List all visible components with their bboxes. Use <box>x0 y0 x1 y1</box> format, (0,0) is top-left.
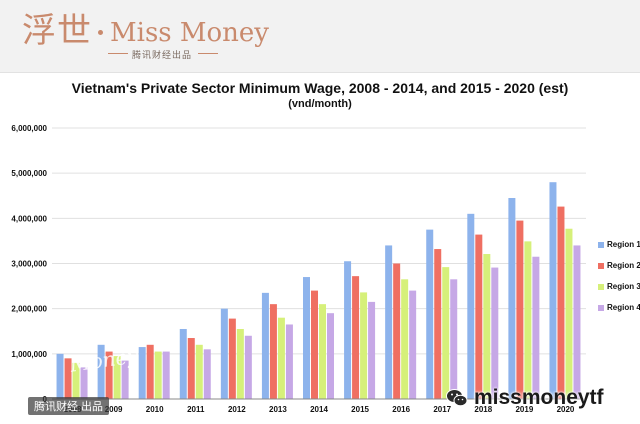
bar-region-2-2018 <box>475 234 483 399</box>
bar-region-2-2017 <box>434 249 442 399</box>
x-tick-label: 2016 <box>392 405 410 414</box>
legend-label: Region 2 <box>607 261 640 270</box>
brand-line-right <box>198 53 218 54</box>
y-tick-label: 6,000,000 <box>11 124 47 133</box>
bar-region-1-2009 <box>97 344 105 399</box>
brand-logo-mark: 浮世 <box>22 11 92 51</box>
bar-region-1-2013 <box>261 292 269 399</box>
legend-item: Region 2 <box>598 255 640 276</box>
bar-region-4-2014 <box>327 313 334 399</box>
brand-dot <box>98 30 103 35</box>
bar-region-2-2014 <box>311 290 318 399</box>
legend-swatch <box>598 241 604 248</box>
x-tick-label: 2009 <box>105 405 123 414</box>
bar-region-3-2013 <box>277 317 285 399</box>
legend-item: Region 3 <box>598 276 640 297</box>
bar-region-2-2012 <box>228 318 236 399</box>
bar-region-3-2019 <box>524 241 532 399</box>
x-tick-label: 2017 <box>433 405 451 414</box>
bar-region-2-2013 <box>269 304 277 399</box>
bar-region-3-2011 <box>195 344 203 399</box>
bar-region-1-2015 <box>344 261 352 399</box>
bar-region-3-2018 <box>483 254 491 399</box>
bar-region-4-2018 <box>491 267 499 399</box>
bar-region-4-2012 <box>244 335 252 399</box>
bar-region-2-2015 <box>352 276 360 399</box>
x-tick-label: 2010 <box>146 405 164 414</box>
brand-header: 浮世 Miss Money 腾讯财经出品 <box>0 0 640 73</box>
bar-region-1-2014 <box>303 277 310 399</box>
chart-bars <box>56 182 581 399</box>
x-tick-label: 2014 <box>310 405 328 414</box>
y-tick-label: 3,000,000 <box>11 260 47 269</box>
bar-region-1-2016 <box>385 245 393 399</box>
bar-region-2-2009 <box>105 351 113 399</box>
bar-region-3-2012 <box>236 328 244 399</box>
chart-legend: Region 1 Region 2 Region 3 Region 4 <box>598 234 640 318</box>
bar-region-3-2009 <box>113 356 121 399</box>
bar-region-3-2016 <box>401 279 409 399</box>
bar-region-1-2017 <box>426 229 434 399</box>
watermark-handle: missmoneytf <box>474 386 604 409</box>
bar-region-1-2011 <box>179 328 187 399</box>
x-tick-label: 2018 <box>474 405 492 414</box>
x-tick-label: 2020 <box>557 405 575 414</box>
chart-title: Vietnam's Private Sector Minimum Wage, 2… <box>71 80 569 96</box>
y-tick-label: 5,000,000 <box>11 169 47 178</box>
bar-region-1-2010 <box>138 347 146 399</box>
bar-region-4-2008 <box>80 367 88 399</box>
bar-region-2-2011 <box>187 338 195 399</box>
bar-region-2-2008 <box>64 358 72 399</box>
bar-region-3-2010 <box>154 351 162 399</box>
y-tick-label: 4,000,000 <box>11 214 47 223</box>
bar-region-1-2020 <box>549 182 557 399</box>
bar-region-4-2013 <box>285 324 293 399</box>
bar-region-4-2020 <box>573 245 581 399</box>
bar-region-3-2015 <box>360 292 368 399</box>
bar-region-4-2017 <box>450 279 458 399</box>
bar-region-2-2016 <box>393 263 401 399</box>
bar-region-4-2011 <box>203 349 211 399</box>
legend-label: Region 1 <box>607 240 640 249</box>
legend-label: Region 3 <box>607 282 640 291</box>
x-tick-label: 2011 <box>187 405 205 414</box>
chart-subtitle: (vnd/month) <box>288 98 352 110</box>
bar-region-3-2014 <box>319 304 326 399</box>
bar-region-3-2008 <box>72 362 80 399</box>
wechat-icon <box>446 389 468 407</box>
bar-region-2-2010 <box>146 344 154 399</box>
legend-swatch <box>598 304 604 311</box>
brand-name: Miss Money <box>110 18 269 48</box>
bar-region-4-2009 <box>121 360 129 399</box>
bar-region-4-2019 <box>532 256 540 399</box>
y-axis-ticks: 01,000,0002,000,0003,000,0004,000,0005,0… <box>11 124 47 404</box>
y-tick-label: 2,000,000 <box>11 305 47 314</box>
x-tick-label: 2019 <box>515 405 533 414</box>
bar-region-1-2012 <box>220 308 228 399</box>
watermark-publisher: 腾讯财经 出品 <box>28 397 110 415</box>
bar-region-2-2020 <box>557 206 565 399</box>
bar-region-4-2010 <box>162 351 170 399</box>
bar-region-1-2018 <box>467 213 475 399</box>
legend-swatch <box>598 283 604 290</box>
bar-region-2-2019 <box>516 220 524 399</box>
legend-swatch <box>598 262 604 269</box>
legend-label: Region 4 <box>607 303 640 312</box>
x-tick-label: 2013 <box>269 405 287 414</box>
brand-subtitle: 腾讯财经出品 <box>132 50 193 60</box>
bar-region-1-2019 <box>508 198 516 399</box>
x-tick-label: 2012 <box>228 405 246 414</box>
bar-region-4-2016 <box>409 290 417 399</box>
bar-region-1-2008 <box>56 353 64 399</box>
legend-item: Region 1 <box>598 234 640 255</box>
x-tick-label: 2015 <box>351 405 369 414</box>
y-tick-label: 1,000,000 <box>11 350 47 359</box>
bar-region-4-2015 <box>368 301 376 399</box>
bar-region-3-2017 <box>442 267 450 399</box>
bar-region-3-2020 <box>565 228 573 399</box>
brand-line-left <box>108 53 128 54</box>
legend-item: Region 4 <box>598 297 640 318</box>
